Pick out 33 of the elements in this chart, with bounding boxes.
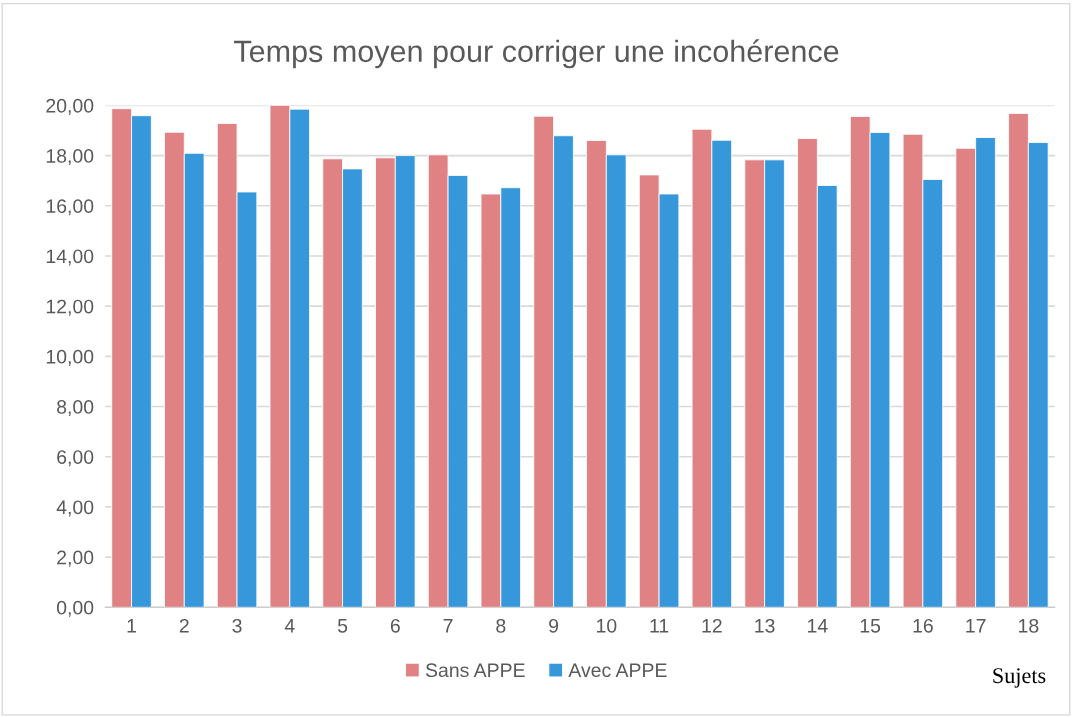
x-tick-label: 6 (390, 618, 400, 633)
x-tick-label: 16 (913, 618, 933, 633)
y-tick-label: 16,00 (46, 199, 94, 216)
y-tick-label: 2,00 (57, 550, 94, 567)
x-tick-label: 15 (860, 619, 881, 633)
y-tick-label: 10,00 (46, 349, 94, 366)
y-tick-label: 4,00 (56, 500, 94, 517)
x-tick-label: 9 (549, 618, 559, 633)
x-tick-label: 14 (808, 619, 828, 633)
x-tick-label: 12 (702, 618, 722, 633)
y-tick-label: 6,00 (57, 450, 94, 467)
x-tick-label: 1 (127, 619, 136, 633)
x-axis-title: Sujets (993, 668, 1046, 688)
x-tick-label: 3 (232, 618, 242, 633)
chart-title: Temps moyen pour corriger une incohérence (234, 39, 839, 69)
x-tick-label: 10 (597, 618, 617, 633)
x-tick-label: 2 (179, 618, 189, 633)
y-tick-label: 18,00 (46, 149, 94, 166)
x-tick-label: 18 (1019, 618, 1039, 633)
x-tick-label: 5 (337, 619, 348, 633)
x-tick-label: 7 (443, 619, 453, 633)
x-tick-label: 17 (966, 619, 986, 633)
y-tick-label: 20,00 (46, 98, 94, 115)
legend-label: Sans APPE (425, 663, 525, 678)
x-tick-label: 11 (650, 619, 669, 633)
x-tick-label: 8 (496, 618, 506, 633)
y-tick-label: 12,00 (46, 299, 94, 316)
legend-label: Avec APPE (568, 663, 667, 678)
x-tick-label: 4 (284, 619, 295, 633)
y-tick-label: 0,00 (56, 600, 94, 617)
x-tick-label: 13 (755, 618, 775, 633)
y-tick-label: 14,00 (46, 249, 94, 266)
y-tick-label: 8,00 (57, 400, 94, 417)
